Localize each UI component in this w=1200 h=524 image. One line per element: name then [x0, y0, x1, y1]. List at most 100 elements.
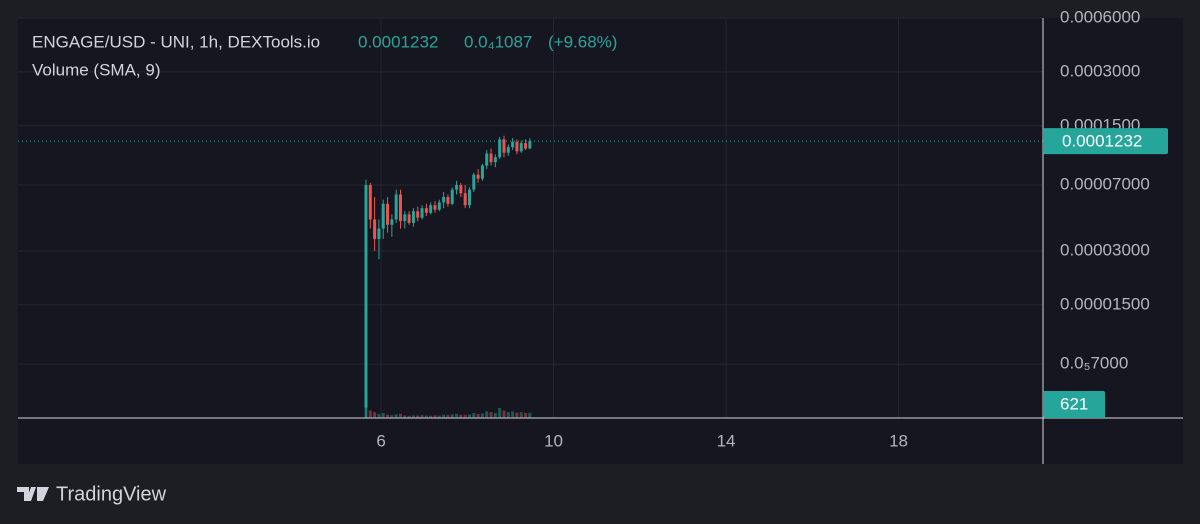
volume-bar: [467, 414, 471, 418]
price-badge: [1043, 128, 1168, 155]
volume-bar: [493, 413, 497, 418]
volume-bar: [459, 414, 463, 418]
volume-bar: [502, 410, 506, 418]
volume-bar: [386, 414, 390, 418]
y-tick-label: 0.0006000: [1060, 7, 1140, 26]
volume-bar: [489, 412, 493, 418]
candle-body: [498, 139, 502, 158]
candle-body: [493, 157, 497, 163]
candle-body: [455, 185, 459, 190]
volume-bar: [411, 415, 415, 418]
change-percent: (+9.68%): [548, 32, 617, 51]
volume-bar: [403, 415, 407, 418]
candle-body: [377, 228, 381, 239]
candle-body: [403, 214, 407, 222]
candle-body: [364, 185, 368, 408]
grid: [18, 17, 1043, 418]
x-tick-label: 18: [889, 431, 908, 450]
chart-panel: [18, 18, 1183, 464]
volume-bar: [472, 413, 476, 418]
candle-body: [467, 189, 471, 206]
volume-bar: [524, 413, 528, 418]
volume-title: Volume (SMA, 9): [32, 60, 161, 79]
volume-bar: [368, 410, 372, 418]
candle-body: [442, 197, 446, 203]
x-tick-label: 10: [544, 431, 563, 450]
logo-icon: [17, 487, 49, 501]
y-tick-label: 0.00007000: [1060, 175, 1150, 194]
candle-body: [480, 165, 484, 179]
volume-bar: [511, 411, 515, 418]
volume-bar: [377, 413, 381, 418]
candle-body: [437, 202, 441, 210]
y-tick-label: 0.00001500: [1060, 294, 1150, 313]
candle-body: [373, 219, 377, 239]
candle-body: [463, 193, 467, 206]
volume-bar: [442, 414, 446, 418]
brand: TradingView: [56, 483, 167, 505]
logo: TradingView: [17, 483, 167, 505]
candle-body: [398, 194, 402, 222]
candle-body: [446, 197, 450, 204]
volume-bar: [394, 414, 398, 418]
axes: 0.00060000.00030000.00015000.000070000.0…: [376, 7, 1168, 450]
y-tick-label: 0.0003000: [1060, 61, 1140, 80]
x-tick-label: 14: [717, 431, 736, 450]
y-tick-label: 0.00003000: [1060, 240, 1150, 259]
volume-bar: [416, 415, 420, 418]
candle-body: [459, 185, 463, 194]
volume-bar: [528, 412, 532, 418]
candle-body: [368, 185, 372, 220]
volume-bar: [485, 411, 489, 418]
volume-bar: [480, 413, 484, 418]
candle-body: [450, 189, 454, 204]
volume-bar: [424, 415, 428, 418]
candle-body: [394, 194, 398, 220]
marks: [18, 135, 1043, 418]
last-price: 0.0001232: [358, 32, 438, 51]
volume-bar: [455, 413, 459, 418]
volume-bar: [420, 415, 424, 418]
volume-bar: [398, 413, 402, 418]
candle-body: [433, 205, 437, 210]
volume-bar: [519, 412, 523, 418]
candle-body: [416, 211, 420, 218]
candle-body: [489, 153, 493, 163]
volume-bar: [373, 412, 377, 418]
symbol-title: ENGAGE/USD - UNI, 1h, DEXTools.io: [32, 32, 320, 51]
volume-bar: [506, 412, 510, 418]
volume-bar: [390, 415, 394, 418]
y-tick-label: 0.0₅7000: [1060, 354, 1128, 373]
candle-body: [472, 174, 476, 190]
candle-body: [386, 203, 390, 225]
candle-body: [502, 139, 506, 153]
change: 0.0₄1087: [464, 32, 532, 51]
volume-bar: [446, 415, 450, 418]
price-badge-label: 0.0001232: [1062, 132, 1142, 151]
volume-bar: [463, 414, 467, 418]
volume-bar: [498, 408, 502, 418]
candle-body: [407, 214, 411, 223]
candle-body: [506, 147, 510, 153]
candle-body: [381, 203, 385, 229]
candle-body: [515, 141, 519, 152]
candle-body: [519, 143, 523, 152]
candle-body: [424, 208, 428, 213]
volume-bar: [433, 415, 437, 418]
candle-body: [511, 141, 515, 148]
volume-bar: [476, 413, 480, 418]
x-tick-label: 6: [376, 431, 385, 450]
volume-bar: [429, 415, 433, 418]
candle-body: [476, 174, 480, 179]
volume-badge: [1043, 391, 1105, 418]
candle-body: [390, 219, 394, 225]
volume-bar: [437, 415, 441, 418]
candle-body: [411, 211, 415, 223]
candle-body: [485, 153, 489, 166]
volume-bar: [450, 414, 454, 418]
volume-badge-label: 621: [1060, 394, 1088, 413]
candle-body: [528, 141, 532, 149]
volume-bar: [381, 413, 385, 418]
volume-bar: [515, 412, 519, 418]
